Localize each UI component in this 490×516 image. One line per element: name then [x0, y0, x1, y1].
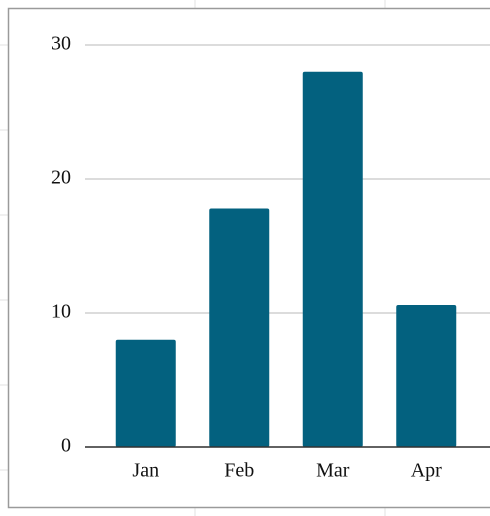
y-tick-label: 30 [51, 33, 71, 55]
bar [209, 208, 270, 447]
y-tick-label: 20 [51, 167, 71, 189]
sheet-grid [0, 0, 386, 516]
x-tick-label: Apr [411, 460, 442, 482]
bar [396, 304, 457, 447]
x-tick-label: Jan [132, 460, 159, 482]
bar [302, 71, 363, 448]
bar [115, 339, 176, 447]
x-tick-label: Feb [224, 460, 254, 482]
x-tick-label: Mar [316, 460, 350, 482]
y-tick-label: 10 [51, 301, 71, 323]
y-tick-label: 0 [61, 435, 71, 457]
